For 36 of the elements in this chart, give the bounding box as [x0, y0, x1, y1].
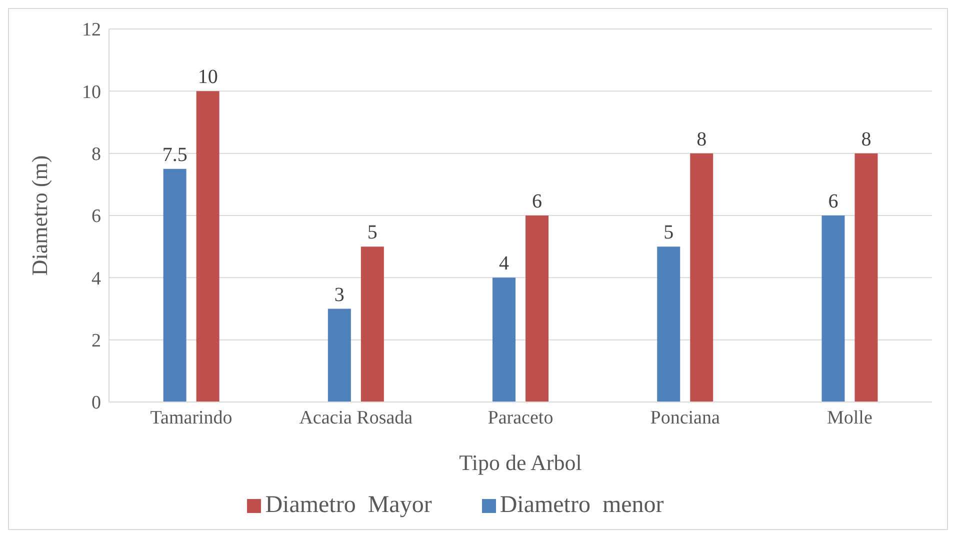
x-tick-label: Acacia Rosada [299, 407, 414, 428]
bar [492, 278, 516, 402]
data-label: 6 [532, 190, 542, 212]
y-tick-label: 10 [82, 82, 101, 103]
y-tick-label: 0 [92, 392, 101, 414]
data-label: 5 [367, 222, 378, 244]
bar [854, 153, 878, 402]
bar [163, 168, 186, 402]
y-axis-title: Diametro (m) [26, 155, 52, 276]
bar [196, 91, 220, 402]
x-tick-label: Ponciana [650, 407, 720, 428]
x-axis-title: Tipo de Arbol [459, 450, 582, 475]
x-tick-label: Molle [827, 407, 872, 428]
data-label: 8 [861, 128, 872, 150]
legend-label: Diametro Mayor [265, 492, 432, 518]
y-tick-label: 2 [92, 330, 101, 352]
bar [822, 216, 845, 402]
bar [526, 216, 549, 402]
data-label: 3 [334, 284, 344, 306]
x-tick-label: Tamarindo [150, 407, 232, 428]
y-tick-label: 8 [92, 144, 101, 166]
bar [657, 246, 680, 402]
bar [328, 308, 351, 402]
bar [360, 246, 384, 402]
y-tick-label: 4 [92, 268, 102, 290]
data-label: 6 [828, 190, 838, 212]
data-label: 7.5 [162, 144, 188, 166]
y-tick-label: 6 [92, 206, 101, 228]
data-label: 10 [198, 66, 218, 88]
data-label: 8 [696, 128, 707, 150]
bar [690, 153, 714, 402]
data-label: 4 [499, 252, 510, 275]
x-tick-label: Paraceto [488, 407, 554, 428]
y-tick-label: 12 [82, 20, 101, 41]
data-label: 5 [664, 222, 674, 244]
legend-label: Diametro menor [500, 492, 664, 518]
